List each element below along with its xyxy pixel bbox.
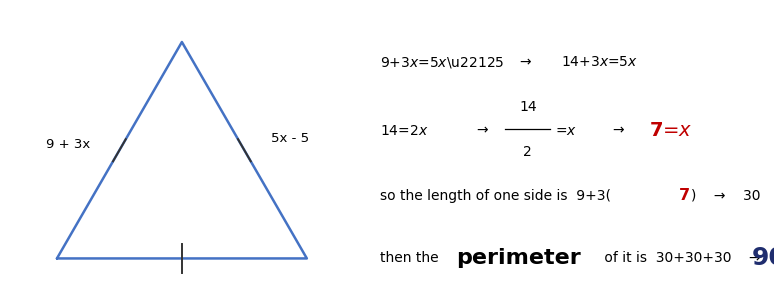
Text: →: →	[477, 124, 488, 138]
Text: )    →    30: ) → 30	[691, 189, 761, 203]
Text: 14=2$x$: 14=2$x$	[380, 124, 429, 138]
Text: 14+3$x$=5$x$: 14+3$x$=5$x$	[560, 55, 638, 70]
Text: =$x$: =$x$	[554, 124, 577, 138]
Text: →: →	[612, 124, 624, 138]
Text: 9+3$x$=5$x$\u22125: 9+3$x$=5$x$\u22125	[380, 55, 505, 70]
Text: 7: 7	[679, 189, 690, 203]
Text: of it is  30+30+30    →: of it is 30+30+30 →	[600, 251, 769, 266]
Text: 14: 14	[519, 100, 536, 114]
Text: then the: then the	[380, 251, 444, 266]
Text: →: →	[519, 55, 531, 70]
Text: so the length of one side is  9+3(: so the length of one side is 9+3(	[380, 189, 611, 203]
Text: 5x - 5: 5x - 5	[271, 132, 309, 145]
Text: $\bf{7}$=$x$: $\bf{7}$=$x$	[649, 121, 693, 140]
Text: 90: 90	[752, 247, 774, 270]
Text: perimeter: perimeter	[456, 248, 580, 268]
Text: 9 + 3x: 9 + 3x	[46, 138, 91, 151]
Text: 2: 2	[523, 145, 533, 159]
